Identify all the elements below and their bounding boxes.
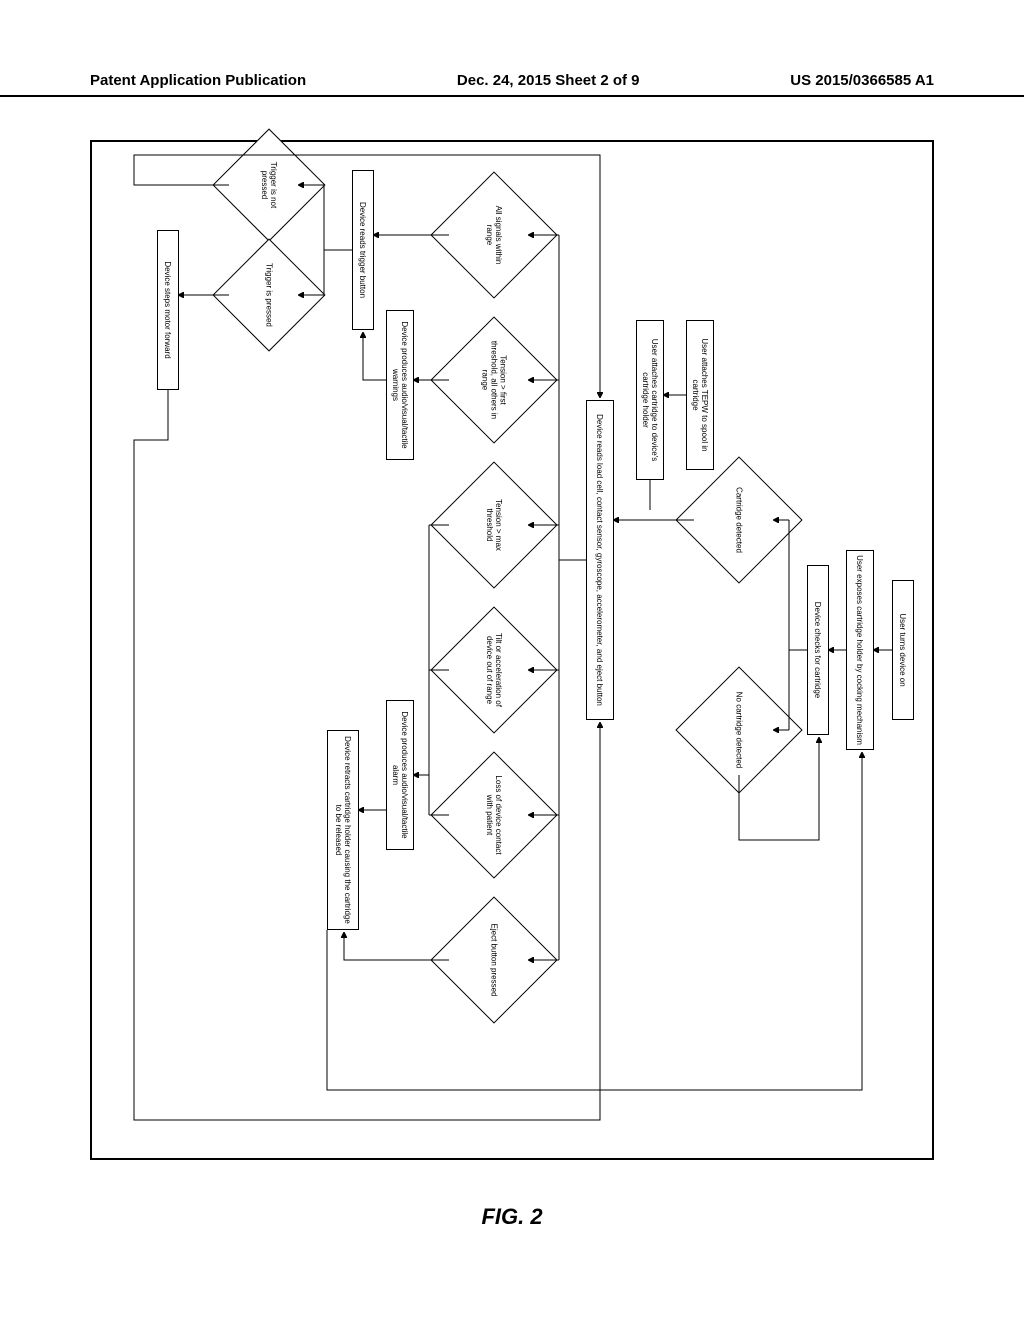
patent-header: Patent Application Publication Dec. 24, …: [0, 72, 1024, 97]
diagram-container: User turns device on User exposes cartri…: [90, 140, 934, 1160]
header-center: Dec. 24, 2015 Sheet 2 of 9: [457, 72, 640, 89]
arrows: [90, 140, 934, 1160]
header-left: Patent Application Publication: [90, 72, 306, 89]
header-right: US 2015/0366585 A1: [790, 72, 934, 89]
rotated-diagram: User turns device on User exposes cartri…: [90, 140, 934, 1160]
figure-label: FIG. 2: [481, 1204, 542, 1230]
